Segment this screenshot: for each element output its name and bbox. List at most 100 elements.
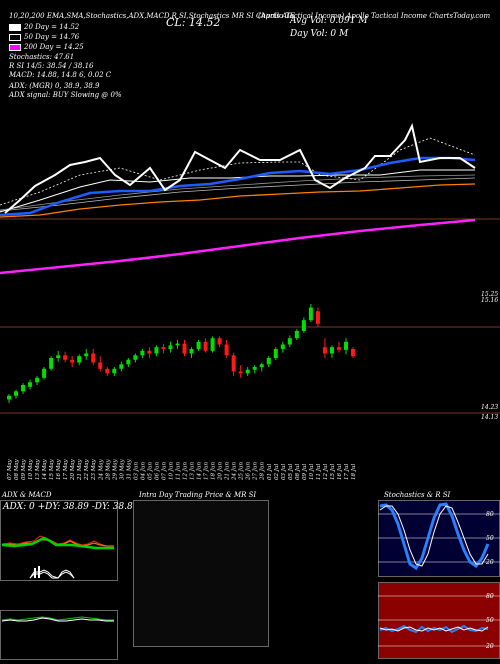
rsi-readout: R SI 14/5: 38.54 / 38.16	[9, 62, 94, 70]
date-tick-label: 21 Jun	[225, 462, 231, 481]
candle-body	[238, 371, 243, 374]
candle-body	[231, 355, 236, 372]
candle-body	[70, 359, 75, 363]
adx-signal-readout: ADX signal: BUY Slowing @ 0%	[9, 91, 122, 99]
date-tick-label: 09 May	[21, 458, 27, 480]
ma-200-line	[0, 218, 476, 275]
date-tick-label: 10 Jul	[309, 464, 315, 480]
date-tick-label: 03 Jul	[281, 464, 287, 480]
candle-body	[266, 358, 271, 365]
macd-line	[1, 616, 114, 621]
ma-orange-line	[0, 183, 476, 218]
legend-20-day: 20 Day = 14.52	[9, 23, 79, 31]
date-tick-label: 26 Jun	[246, 462, 252, 481]
moving-average-lines	[0, 123, 500, 414]
date-tick-label: 10 May	[28, 458, 34, 480]
date-tick-label: 10 Jun	[168, 462, 174, 480]
date-tick-label: 29 May	[112, 458, 118, 481]
date-tick-label: 12 Jun	[183, 462, 189, 480]
ma-blue-line	[0, 156, 476, 217]
date-tick-label: 20 Jun	[218, 462, 224, 481]
stochastics-rsi-panel: Stochastics & R SI 80 50 20 80 50 20	[378, 491, 500, 660]
rsi-level-label: 20	[485, 643, 494, 650]
candle-body	[126, 359, 131, 365]
candle-body	[294, 331, 299, 339]
rsi-white-line	[379, 626, 489, 632]
source-label: (Apollo Tactical Income) Apollo Tactical…	[258, 12, 491, 20]
ma-dotted-line	[0, 137, 476, 206]
legend-swatch	[9, 23, 21, 31]
close-price-label: CL: 14.52	[166, 16, 221, 29]
candle-body	[224, 344, 229, 356]
rsi-box	[378, 582, 500, 659]
date-tick-label: 20 May	[70, 458, 76, 481]
candle-body	[189, 349, 194, 354]
candle-body	[329, 347, 334, 354]
stoch-level-label: 50	[486, 535, 494, 542]
date-tick-label: 15 Jul	[330, 464, 336, 480]
legend-swatch	[9, 43, 21, 51]
adx-readout: ADX: (MGR) 0, 38.9, 38.9	[9, 82, 100, 90]
date-tick-label: 08 Jul	[295, 464, 301, 480]
date-tick-label: 07 May	[7, 458, 13, 480]
date-tick-label: 23 May	[91, 458, 97, 481]
adx-values: ADX: 0 +DY: 38.89 -DY: 38.89	[3, 502, 139, 512]
candle-body	[351, 349, 355, 357]
date-tick-label: 12 Jul	[323, 464, 329, 480]
date-tick-label: 04 Jun	[140, 462, 146, 480]
date-tick-label: 14 Jun	[197, 462, 203, 480]
candle-body	[287, 338, 292, 345]
ma-grey-line	[0, 177, 476, 212]
ma-white-line	[0, 169, 475, 213]
panel-title: ADX & MACD	[2, 491, 52, 499]
candlesticks	[7, 304, 355, 403]
date-tick-label: 05 Jun	[147, 462, 153, 480]
signal-line-2	[29, 571, 75, 579]
rsi-blue-line	[379, 624, 489, 634]
date-tick-label: 15 May	[49, 458, 55, 480]
stochastics-blue-line	[379, 502, 490, 571]
candle-body	[14, 391, 19, 396]
legend-swatch	[9, 33, 21, 41]
candle-body	[21, 385, 26, 392]
candle-body	[98, 362, 103, 369]
panel-title: Stochastics & R SI	[384, 491, 451, 499]
price-label: 15.25	[481, 291, 499, 298]
price-label: 14.23	[481, 404, 499, 411]
stochastics-readout: Stochastics: 47.61	[9, 53, 75, 61]
day-volume-label: Day Vol: 0 M	[290, 29, 349, 39]
price-label: 14.13	[481, 414, 499, 421]
indicator-list: 10,20,200 EMA,SMA,Stochastics,ADX,MACD,R…	[9, 12, 295, 20]
legend-200-day: 200 Day = 14.25	[9, 43, 84, 51]
candle-body	[154, 347, 159, 354]
candle-body	[49, 358, 54, 369]
price-label: 15.16	[481, 297, 499, 304]
date-tick-label: 31 May	[126, 458, 132, 480]
date-tick-label: 27 Jun	[253, 462, 259, 481]
date-tick-label: 06 Jun	[154, 462, 160, 480]
stoch-level-label: 80	[486, 511, 494, 518]
legend-label: 20 Day = 14.52	[24, 23, 80, 31]
avg-volume-label: Avg Vol: 0.091 M	[290, 16, 368, 26]
candle-body	[35, 377, 40, 383]
candle-body	[259, 364, 264, 367]
date-tick-label: 03 Jun	[133, 462, 139, 480]
adx-box	[0, 500, 118, 581]
stoch-level-label: 20	[485, 559, 494, 566]
candle-body	[133, 355, 138, 360]
candle-body	[77, 356, 82, 363]
adx-red-line	[1, 535, 114, 547]
stochastics-rsi-plot: 80 50 20 80 50 20	[378, 500, 500, 659]
candle-body	[217, 338, 222, 345]
candle-body	[7, 395, 11, 400]
date-tick-label: 02 Jul	[274, 464, 280, 480]
candle-body	[245, 369, 250, 374]
date-tick-label: 09 Jul	[302, 464, 308, 480]
date-tick-label: 11 Jun	[175, 462, 181, 480]
candle-body	[203, 341, 208, 351]
date-tick-label: 11 Jul	[316, 464, 322, 480]
candle-body	[336, 347, 341, 350]
macd-signal-line	[1, 617, 114, 622]
volume-bar	[34, 568, 36, 578]
candle-body	[112, 368, 117, 374]
